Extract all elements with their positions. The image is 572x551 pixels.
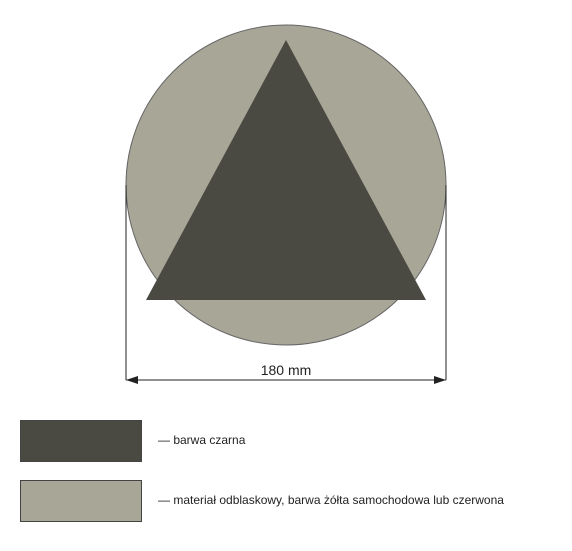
legend-label-black: — barwa czarna <box>158 433 245 447</box>
legend-label-reflective: — materiał odblaskowy, barwa żółta samoc… <box>158 493 504 507</box>
legend-swatch-black <box>20 420 142 462</box>
legend-swatch-reflective <box>20 480 142 522</box>
sign-svg <box>0 0 572 400</box>
dimension-label: 180 mm <box>0 362 572 378</box>
diagram-canvas: 180 mm — barwa czarna — materiał odblask… <box>0 0 572 551</box>
